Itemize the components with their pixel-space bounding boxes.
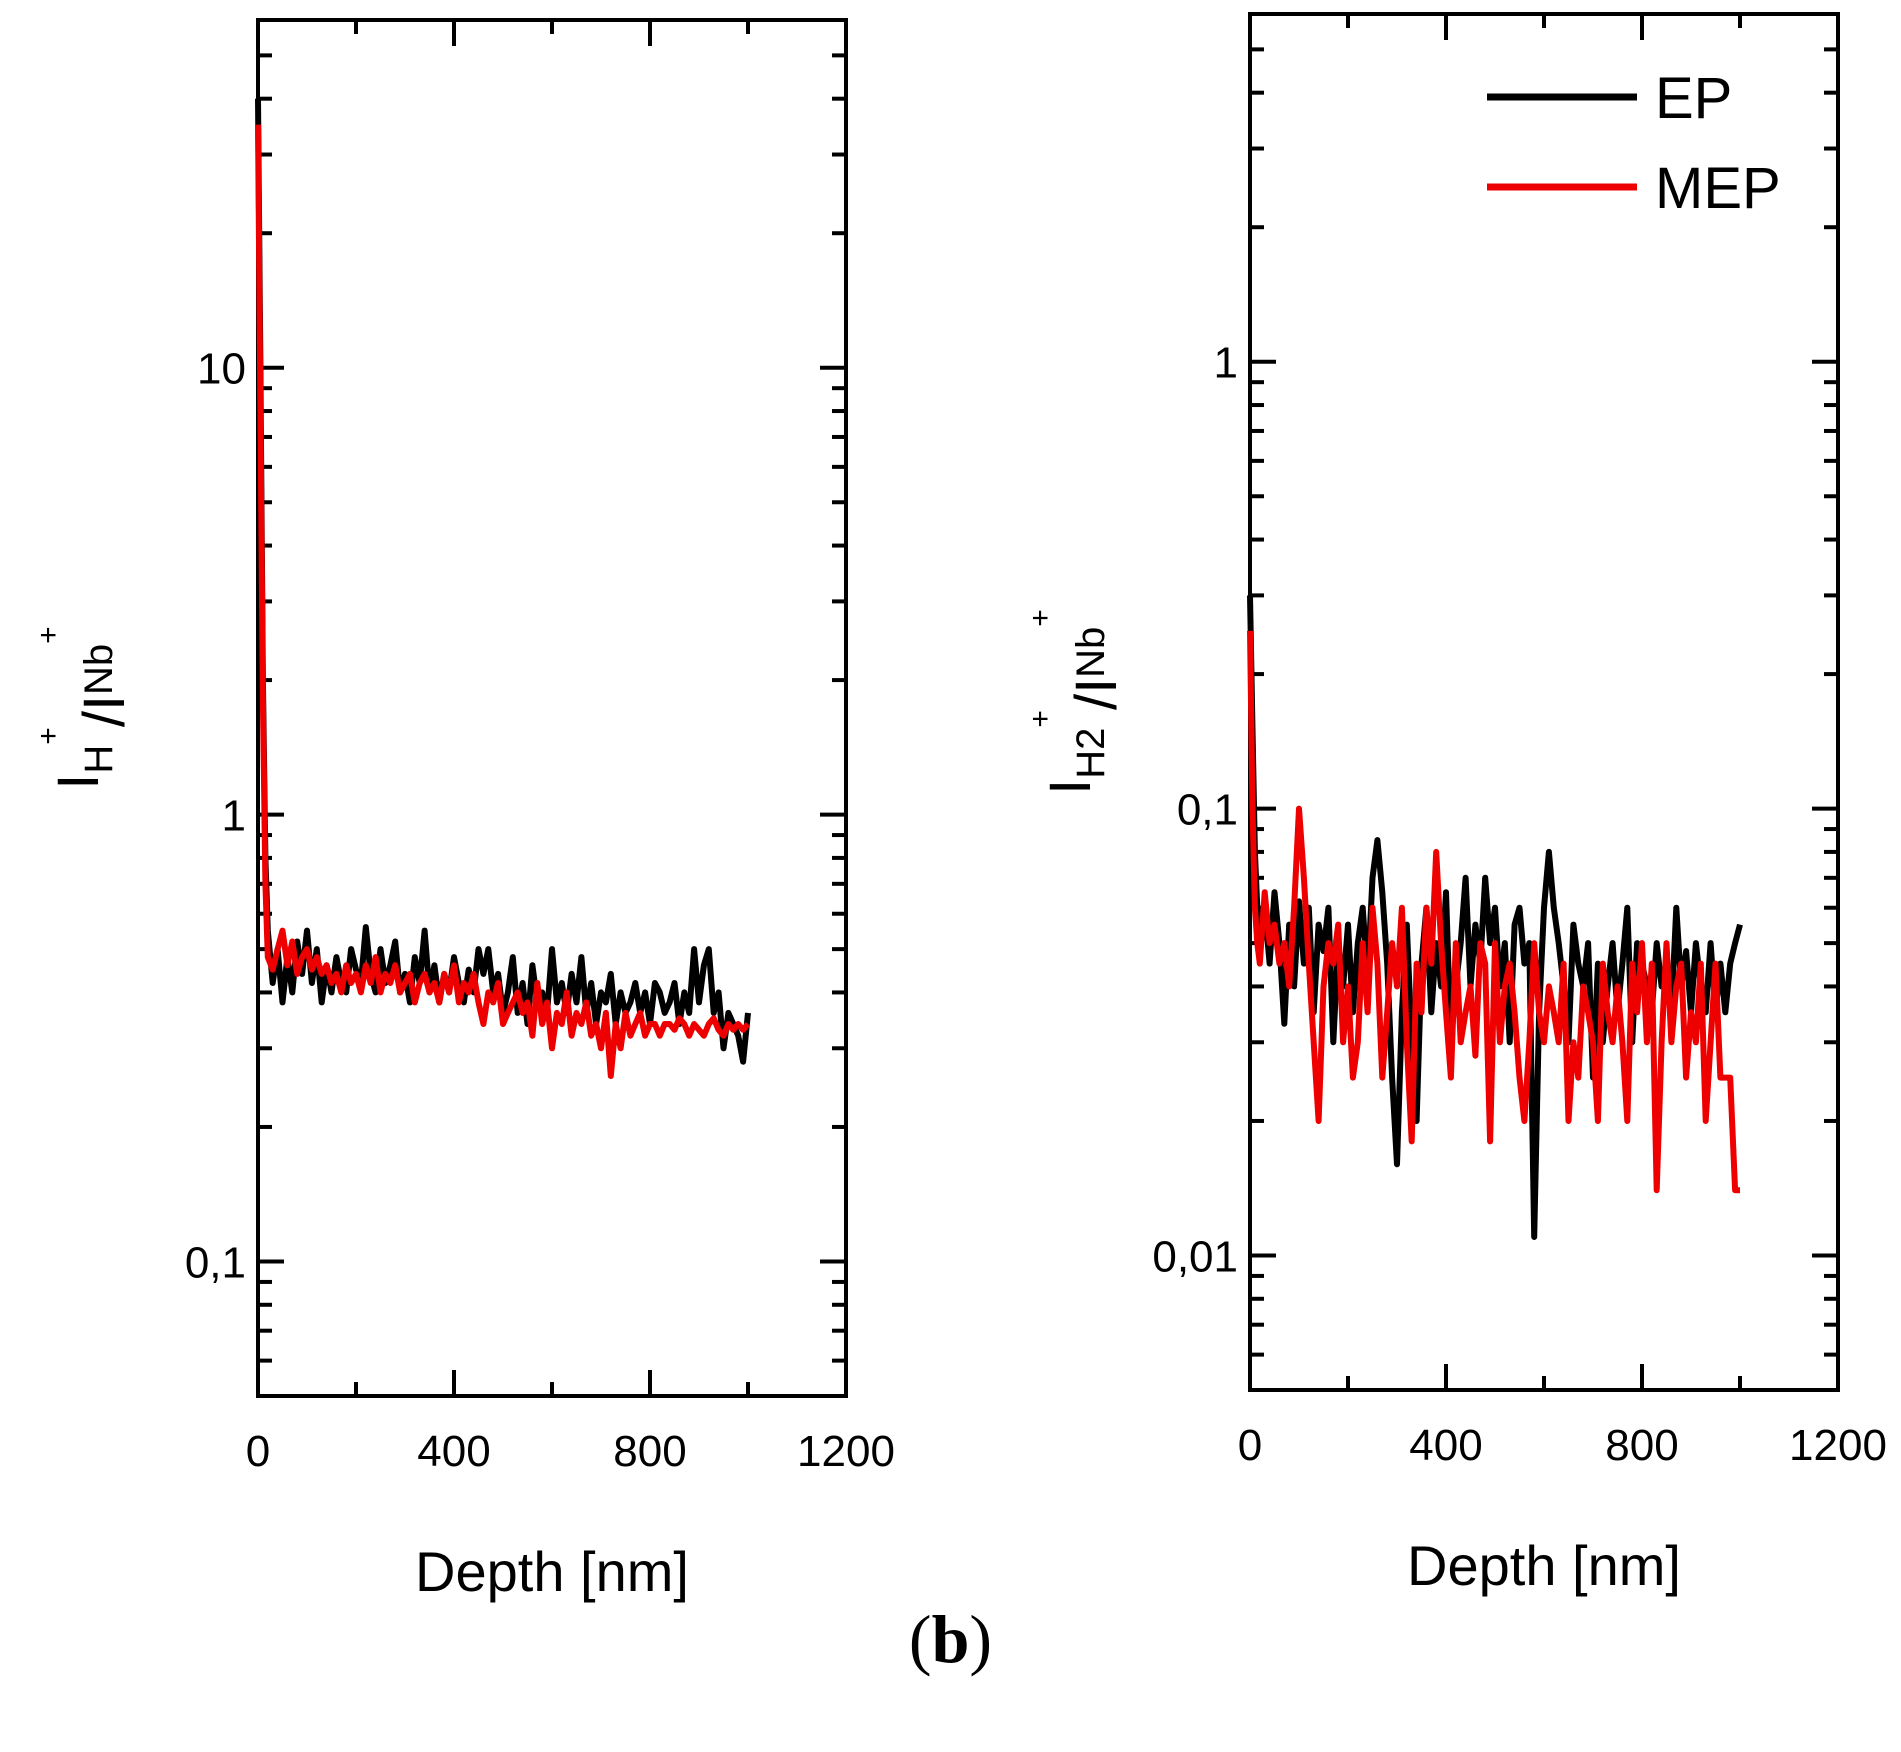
panel-label-open: (	[908, 1601, 932, 1677]
series-line-ep	[1247, 595, 1743, 1240]
y-axis-title-part: +	[32, 626, 65, 644]
y-tick-label: 10	[197, 345, 246, 394]
y-axis-title-part: +	[1024, 710, 1057, 728]
x-tick-label: 0	[1238, 1421, 1262, 1470]
y-axis-title-part: H	[77, 745, 121, 774]
y-tick-label: 0,01	[1152, 1232, 1238, 1281]
legend-label-mep: MEP	[1655, 156, 1781, 221]
plot-frame	[256, 18, 848, 1398]
y-tick-label: 1	[1214, 339, 1238, 388]
y-axis-title-part: +	[32, 727, 65, 745]
series-line-mep	[255, 124, 751, 1079]
x-tick-label: 0	[246, 1427, 270, 1476]
y-axis-title: IH2 + /INb +	[1024, 609, 1129, 795]
x-tick-label: 400	[1409, 1421, 1482, 1470]
y-axis-title-part: /I	[72, 695, 137, 727]
x-tick-label: 1200	[797, 1427, 895, 1476]
y-tick-label: 0,1	[185, 1238, 246, 1287]
panel-label: (b)	[0, 1600, 1901, 1679]
series-line-ep	[255, 98, 751, 1065]
x-axis-title: Depth [nm]	[415, 1540, 689, 1603]
y-axis-title-part: /I	[1064, 678, 1129, 710]
x-tick-label: 800	[613, 1427, 686, 1476]
y-axis-title-part: Nb	[77, 644, 121, 695]
y-tick-label: 1	[222, 792, 246, 841]
y-axis-title: IH + /INb +	[32, 626, 137, 789]
panel-label-close: )	[969, 1601, 993, 1677]
legend-label-ep: EP	[1655, 66, 1732, 131]
y-axis-title-part: I	[1038, 779, 1103, 795]
y-axis-title-part: Nb	[1069, 627, 1113, 678]
x-tick-label: 400	[417, 1427, 490, 1476]
x-axis-title: Depth [nm]	[1407, 1534, 1681, 1597]
y-tick-label: 0,1	[1177, 786, 1238, 835]
x-tick-label: 800	[1605, 1421, 1678, 1470]
y-axis-title-part: +	[1024, 609, 1057, 627]
right-plot-panel: 0 400 800 1200 0,01 0,1 1 Depth [nm] IH2 + /INb + EP…	[1024, 12, 1887, 1597]
left-plot-panel: 0 400 800 1200 0,1 1 10 Depth [nm] IH + /INb +	[32, 18, 895, 1603]
panel-label-letter: b	[931, 1601, 970, 1677]
x-tick-label: 1200	[1789, 1421, 1887, 1470]
series-line-mep	[1247, 630, 1740, 1194]
y-axis-title-part: I	[46, 774, 111, 790]
y-axis-title-part: H2	[1069, 728, 1113, 779]
